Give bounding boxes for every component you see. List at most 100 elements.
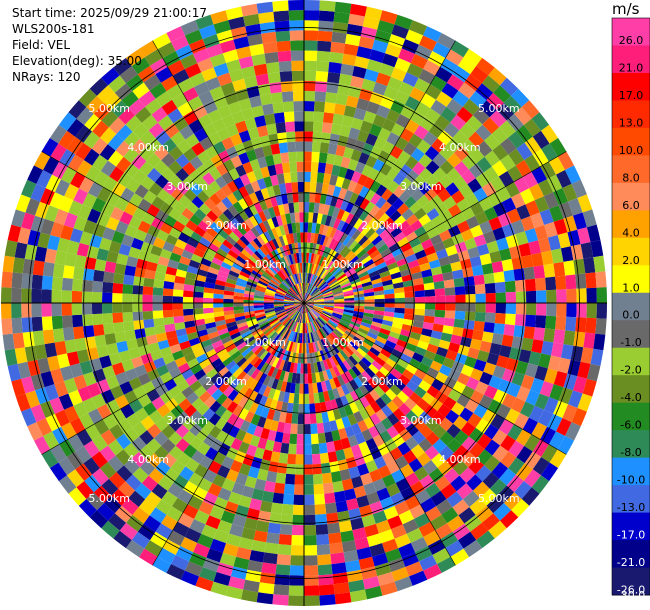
ppi-cell bbox=[491, 333, 504, 345]
ppi-cell bbox=[414, 44, 433, 60]
ppi-cell bbox=[426, 252, 439, 263]
ppi-cell bbox=[481, 182, 497, 197]
ppi-cell bbox=[422, 220, 436, 233]
ppi-cell bbox=[383, 506, 399, 520]
ppi-cell bbox=[344, 168, 355, 181]
colorbar-tick-label: 2.0 bbox=[622, 254, 640, 267]
ppi-cell bbox=[354, 195, 365, 207]
ppi-cell bbox=[357, 130, 370, 143]
ppi-cell bbox=[374, 356, 386, 367]
ppi-cell bbox=[369, 413, 381, 426]
ppi-cell bbox=[557, 151, 574, 170]
ppi-cell bbox=[339, 336, 349, 346]
ppi-cell bbox=[547, 235, 561, 251]
ppi-cell bbox=[476, 140, 493, 157]
ppi-cell bbox=[432, 152, 447, 168]
ppi-cell bbox=[435, 371, 448, 384]
ppi-cell bbox=[339, 321, 349, 329]
ppi-cell bbox=[398, 374, 411, 386]
ppi-cell bbox=[357, 420, 369, 433]
ppi-cell bbox=[483, 230, 497, 244]
ppi-cell bbox=[475, 293, 486, 303]
ppi-cell bbox=[493, 202, 507, 217]
ppi-cell bbox=[329, 542, 344, 555]
ppi-cell bbox=[316, 172, 325, 184]
ppi-cell bbox=[395, 477, 411, 492]
ppi-cell bbox=[535, 315, 547, 329]
ppi-cell bbox=[443, 279, 455, 289]
ppi-cell bbox=[401, 385, 414, 398]
ppi-cell bbox=[450, 475, 467, 492]
ppi-cell bbox=[311, 289, 320, 297]
ppi-cell bbox=[354, 350, 364, 361]
ppi-cell bbox=[446, 167, 461, 183]
ppi-cell bbox=[430, 99, 447, 116]
ppi-cell bbox=[445, 349, 458, 361]
ppi-cell bbox=[329, 263, 338, 273]
ppi-cell bbox=[329, 281, 339, 288]
ppi-cell bbox=[508, 245, 522, 259]
ppi-cell bbox=[313, 293, 323, 299]
ppi-cell bbox=[500, 510, 519, 529]
ppi-cell bbox=[529, 405, 544, 423]
ppi-cell bbox=[308, 342, 312, 354]
ppi-cell bbox=[545, 276, 557, 291]
ppi-cell bbox=[314, 265, 321, 276]
ppi-cell bbox=[325, 400, 333, 412]
ppi-cell bbox=[380, 348, 392, 358]
ppi-cell bbox=[524, 434, 541, 452]
ppi-cell bbox=[313, 233, 319, 244]
ppi-cell bbox=[304, 303, 314, 306]
ppi-cell bbox=[339, 350, 349, 361]
ppi-cell bbox=[349, 379, 359, 391]
ppi-cell bbox=[459, 467, 476, 484]
ppi-cell bbox=[582, 209, 597, 228]
ppi-cell bbox=[313, 121, 323, 133]
ppi-cell bbox=[446, 423, 461, 439]
ppi-cell bbox=[398, 334, 410, 343]
ppi-cell bbox=[429, 194, 443, 208]
ppi-cell bbox=[312, 292, 322, 298]
ppi-cell bbox=[454, 241, 468, 254]
ppi-cell bbox=[397, 358, 409, 369]
ppi-cell bbox=[372, 317, 383, 324]
ppi-cell bbox=[456, 483, 473, 500]
ppi-cell bbox=[333, 154, 344, 167]
ppi-cell bbox=[546, 289, 557, 303]
ppi-cell bbox=[504, 492, 522, 511]
ppi-cell bbox=[434, 202, 448, 215]
ppi-cell bbox=[580, 347, 594, 364]
ppi-cell bbox=[382, 344, 394, 354]
ppi-cell bbox=[511, 397, 526, 413]
ppi-cell bbox=[337, 352, 346, 363]
ppi-cell bbox=[518, 242, 532, 257]
ppi-cell bbox=[343, 43, 359, 56]
ppi-cell bbox=[319, 452, 330, 464]
ppi-cell bbox=[473, 187, 488, 202]
ppi-cell bbox=[310, 274, 315, 285]
colorbar-tick-label: -13.0 bbox=[617, 501, 645, 514]
colorbar-tick-label: 0.0 bbox=[622, 309, 640, 322]
ppi-cell bbox=[349, 255, 359, 265]
ppi-cell bbox=[319, 142, 330, 154]
ppi-cell bbox=[304, 299, 314, 303]
ppi-cell bbox=[410, 480, 425, 496]
ppi-cell bbox=[363, 110, 377, 124]
ppi-cell bbox=[523, 469, 541, 488]
ppi-cell bbox=[327, 184, 336, 196]
ppi-cell bbox=[331, 562, 347, 575]
ppi-cell bbox=[351, 475, 364, 489]
ppi-cell bbox=[501, 334, 514, 348]
ppi-cell bbox=[318, 255, 325, 267]
ppi-cell bbox=[468, 458, 485, 475]
ppi-cell bbox=[333, 292, 344, 297]
ppi-cell bbox=[319, 314, 329, 323]
ppi-cell bbox=[498, 419, 514, 435]
ppi-cell bbox=[484, 134, 501, 151]
ppi-cell bbox=[368, 363, 380, 375]
ppi-cell bbox=[508, 148, 525, 166]
ppi-cell bbox=[432, 438, 447, 454]
ppi-cell bbox=[344, 250, 354, 261]
ppi-cell bbox=[396, 203, 410, 216]
ppi-cell bbox=[377, 572, 395, 586]
